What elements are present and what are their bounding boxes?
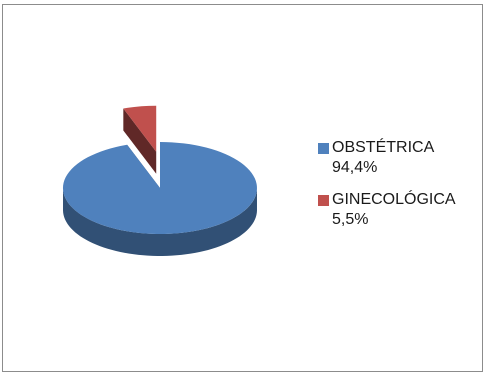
legend-swatch-ginecologica [318,194,329,206]
legend-item-ginecologica: GINECOLÓGICA 5,5% [318,190,456,230]
slice-side-obstetrica [63,188,257,256]
pie-slices [62,105,257,256]
slice-obstetrica [62,142,257,234]
legend-swatch-obstetrica [318,142,329,154]
legend: OBSTÉTRICA 94,4% GINECOLÓGICA 5,5% [318,138,456,242]
legend-value-ginecologica: 5,5% [332,211,369,228]
slice-ginecologica [123,105,157,152]
legend-item-obstetrica: OBSTÉTRICA 94,4% [318,138,456,178]
legend-value-obstetrica: 94,4% [332,159,378,176]
slice-wall-ginecologica-0 [123,108,157,174]
legend-label-ginecologica: GINECOLÓGICA [332,191,456,208]
legend-label-obstetrica: OBSTÉTRICA [332,139,435,156]
